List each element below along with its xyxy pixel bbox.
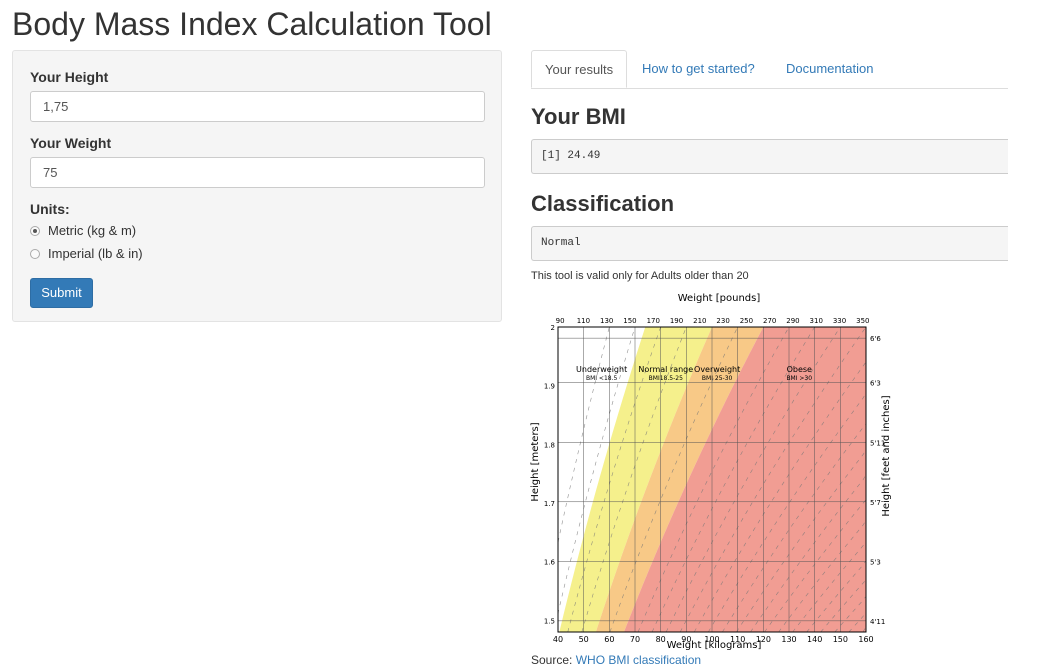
units-imperial-option[interactable]: Imperial (lb & in) [30,246,143,261]
right-tick-label: 5'7 [870,499,881,507]
tab-documentation[interactable]: Documentation [786,61,874,76]
x-tick-label: 160 [858,635,873,644]
input-panel: Your Height 1,75 Your Weight 75 Units: M… [12,50,502,322]
bmi-isoline [679,326,867,633]
who-bmi-link[interactable]: WHO BMI classification [575,653,702,667]
x-tick-label: 130 [781,635,796,644]
x-tick-label: 60 [604,635,614,644]
radio-metric[interactable] [30,225,40,236]
top-tick-label: 330 [833,317,846,325]
x-tick-label: 120 [756,635,771,644]
region-range-label: BMI 25-30 [702,375,733,382]
y-tick-label: 1.7 [544,500,555,508]
submit-button[interactable]: Submit [30,278,93,308]
right-tick-label: 4'11 [870,618,885,626]
x-tick-label: 140 [807,635,822,644]
x-tick-label: 110 [730,635,745,644]
chart-top-axis-label: Weight [pounds] [678,293,761,304]
right-tick-label: 6'3 [870,380,881,388]
chart-y-axis-label: Height [meters] [530,422,541,501]
y-tick-label: 2 [551,324,555,332]
bmi-chart: 40 50 60 70 80 90 100 110 120 130 140 150 160 1.5 1.6 1… [530,293,892,651]
bmi-isoline [609,326,738,633]
y-tick-label: 1.9 [544,383,555,391]
units-metric-option[interactable]: Metric (kg & m) [30,223,136,238]
weight-label: Your Weight [30,135,112,151]
x-tick-label: 150 [833,635,848,644]
top-tick-label: 170 [647,317,660,325]
units-label: Units: [30,201,70,217]
bmi-isoline [651,326,815,633]
bmi-isoline [557,326,636,632]
x-tick-label: 80 [656,635,666,644]
top-tick-label: 230 [716,317,729,325]
bmi-isoline [665,326,841,633]
region-label: Overweight [694,365,740,374]
region-normal-range [559,327,712,632]
plot-frame [557,326,867,633]
tab-bar: Your results How to get started? Documen… [531,50,1008,89]
x-tick-label: 50 [579,635,589,644]
region-range-label: BMI18.5-25 [649,375,683,382]
bmi-isoline [637,326,790,633]
app-title: Body Mass Index Calculation Tool [12,6,492,42]
region-label: Obese [787,365,812,374]
top-tick-label: 130 [600,317,613,325]
region-obese [623,327,866,632]
x-tick-label: 70 [630,635,640,644]
bmi-output: [1] 24.49 [531,139,1008,174]
height-input[interactable]: 1,75 [30,91,485,122]
region-label: Normal range [638,365,693,374]
chart-right-axis-label: Height [feet and inches] [881,395,892,516]
bmi-heading: Your BMI [531,104,626,129]
height-label: Your Height [30,69,109,85]
tab-how-to-get-started[interactable]: How to get started? [642,61,755,76]
x-tick-label: 40 [553,635,563,644]
y-tick-label: 1.8 [544,441,555,449]
top-tick-label: 270 [763,317,776,325]
validity-note: This tool is valid only for Adults older… [531,270,749,282]
top-tick-label: 250 [740,317,753,325]
right-tick-label: 6'6 [870,335,881,343]
x-tick-label: 90 [681,635,691,644]
top-tick-label: 350 [856,317,869,325]
right-tick-label: 5'11 [870,440,885,448]
source-prefix: Source: [531,653,573,667]
region-range-label: BMI >30 [786,375,812,382]
bmi-isoline [750,327,867,633]
chart-x-axis-label: Weight [kilograms] [667,640,762,651]
region-label: Underweight [576,365,627,374]
region-range-label: BMI <18.5 [586,375,618,382]
tab-your-results[interactable]: Your results [531,50,628,88]
bmi-isoline [557,326,610,632]
top-tick-label: 150 [623,317,636,325]
right-tick-label: 5'3 [870,559,881,567]
x-tick-label: 100 [704,635,719,644]
top-tick-label: 110 [577,317,590,325]
units-imperial-label: Imperial (lb & in) [48,246,143,261]
top-tick-label: 190 [670,317,683,325]
top-tick-label: 90 [556,317,565,325]
classification-heading: Classification [531,191,675,216]
y-tick-label: 1.5 [544,617,555,625]
region-underweight [558,327,646,632]
top-tick-label: 310 [810,317,823,325]
y-tick-label: 1.6 [544,559,556,567]
bmi-isoline [694,327,867,633]
classification-output: Normal [531,226,1008,261]
weight-input[interactable]: 75 [30,157,485,188]
units-metric-label: Metric (kg & m) [48,223,137,238]
region-overweight [595,327,764,632]
top-tick-label: 290 [786,317,799,325]
radio-imperial[interactable] [30,248,40,259]
source-line: Source: WHO BMI classification [531,653,701,667]
bmi-isoline [708,327,867,633]
top-tick-label: 210 [693,317,706,325]
